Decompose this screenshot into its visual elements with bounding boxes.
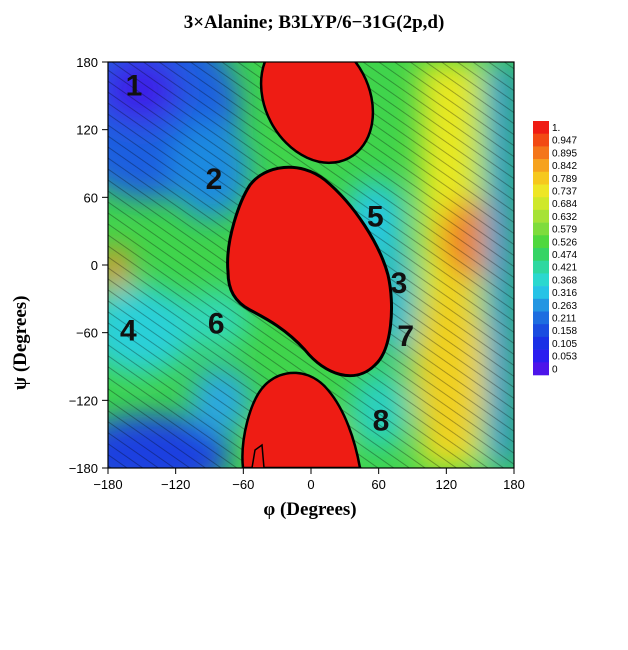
colorbar-label: 0.789	[552, 174, 577, 185]
colorbar-swatch	[533, 171, 549, 185]
y-tick-label: 180	[76, 55, 98, 70]
colorbar-swatch	[533, 298, 549, 312]
x-axis-label: φ (Degrees)	[263, 499, 357, 520]
x-tick-label: −180	[93, 477, 122, 492]
x-tick-label: −120	[161, 477, 190, 492]
colorbar-swatch	[533, 286, 549, 300]
colorbar-swatch	[533, 273, 549, 287]
colorbar-swatch	[533, 248, 549, 261]
colorbar-label: 0.211	[552, 314, 577, 325]
colorbar-swatch	[533, 197, 549, 211]
colorbar-label: 0.526	[552, 237, 577, 248]
colorbar-swatch	[533, 222, 549, 236]
colorbar-label: 0.263	[552, 301, 577, 312]
y-tick-label: −120	[69, 393, 98, 408]
colorbar-swatch	[533, 336, 549, 350]
y-tick-label: 120	[76, 123, 98, 138]
minimum-label: 8	[373, 405, 390, 438]
colorbar-swatch	[533, 324, 549, 338]
colorbar-label: 1.	[552, 123, 560, 134]
x-tick-label: 180	[503, 477, 525, 492]
y-tick-label: −60	[76, 326, 98, 341]
y-tick-label: 0	[91, 258, 98, 273]
minima-labels: 1 2 3 4 5 6 7 8	[120, 70, 414, 438]
ramachandran-contour-plot: −180 −120 −60 0 60 120 180180120600−60−120−180…	[69, 55, 578, 492]
colorbar-label: 0.421	[552, 263, 577, 274]
minimum-label: 6	[208, 308, 225, 341]
colorbar-label: 0	[552, 364, 558, 375]
colorbar-label: 0.842	[552, 161, 577, 172]
y-tick-label: −180	[69, 461, 98, 476]
x-tick-label: 60	[371, 477, 385, 492]
colorbar-label: 0.158	[552, 326, 577, 337]
colorbar-label: 0.895	[552, 148, 577, 159]
y-tick-label: 60	[84, 190, 98, 205]
y-axis-label: ψ (Degrees)	[10, 295, 31, 390]
colorbar-swatch	[533, 146, 549, 160]
colorbar-label: 0.947	[552, 136, 577, 147]
colorbar-label: 0.316	[552, 288, 577, 299]
minimum-label: 1	[126, 70, 143, 103]
colorbar-label: 0.737	[552, 187, 577, 198]
energy-surface	[108, 62, 514, 468]
minimum-label: 4	[120, 314, 137, 347]
colorbar-swatch	[533, 184, 549, 198]
minimum-label: 7	[397, 320, 414, 353]
colorbar-swatch	[533, 159, 549, 173]
colorbar-swatch	[533, 133, 549, 147]
y-axis-label-wrap: ψ (Degrees)	[10, 296, 40, 650]
minimum-label: 3	[391, 267, 408, 300]
colorbar-swatch	[533, 209, 549, 223]
chart-title: 3×Alanine; B3LYP/6−31G(2p,d)	[183, 12, 445, 33]
colorbar-label: 0.579	[552, 225, 577, 236]
x-tick-label: 120	[435, 477, 457, 492]
colorbar-swatch	[533, 362, 549, 376]
colorbar-label: 0.474	[552, 250, 577, 261]
colorbar-swatch	[533, 121, 549, 134]
colorbar-label: 0.105	[552, 339, 577, 350]
colorbar-swatch	[533, 311, 549, 325]
colorbar-label: 0.632	[552, 212, 577, 223]
x-tick-label: −60	[232, 477, 254, 492]
colorbar-swatch	[533, 260, 549, 274]
minimum-label: 5	[367, 200, 384, 233]
colorbar-label: 0.684	[552, 199, 577, 210]
minimum-label: 2	[206, 163, 223, 196]
axes: −180 −120 −60 0 60 120 180 180 120 60 0 −60 −120 −180	[69, 55, 525, 492]
colorbar-swatch	[533, 235, 549, 249]
colorbar-swatch	[533, 349, 549, 363]
colorbar-label: 0.053	[552, 352, 577, 363]
x-tick-label: 0	[307, 477, 314, 492]
colorbar-label: 0.368	[552, 275, 577, 286]
